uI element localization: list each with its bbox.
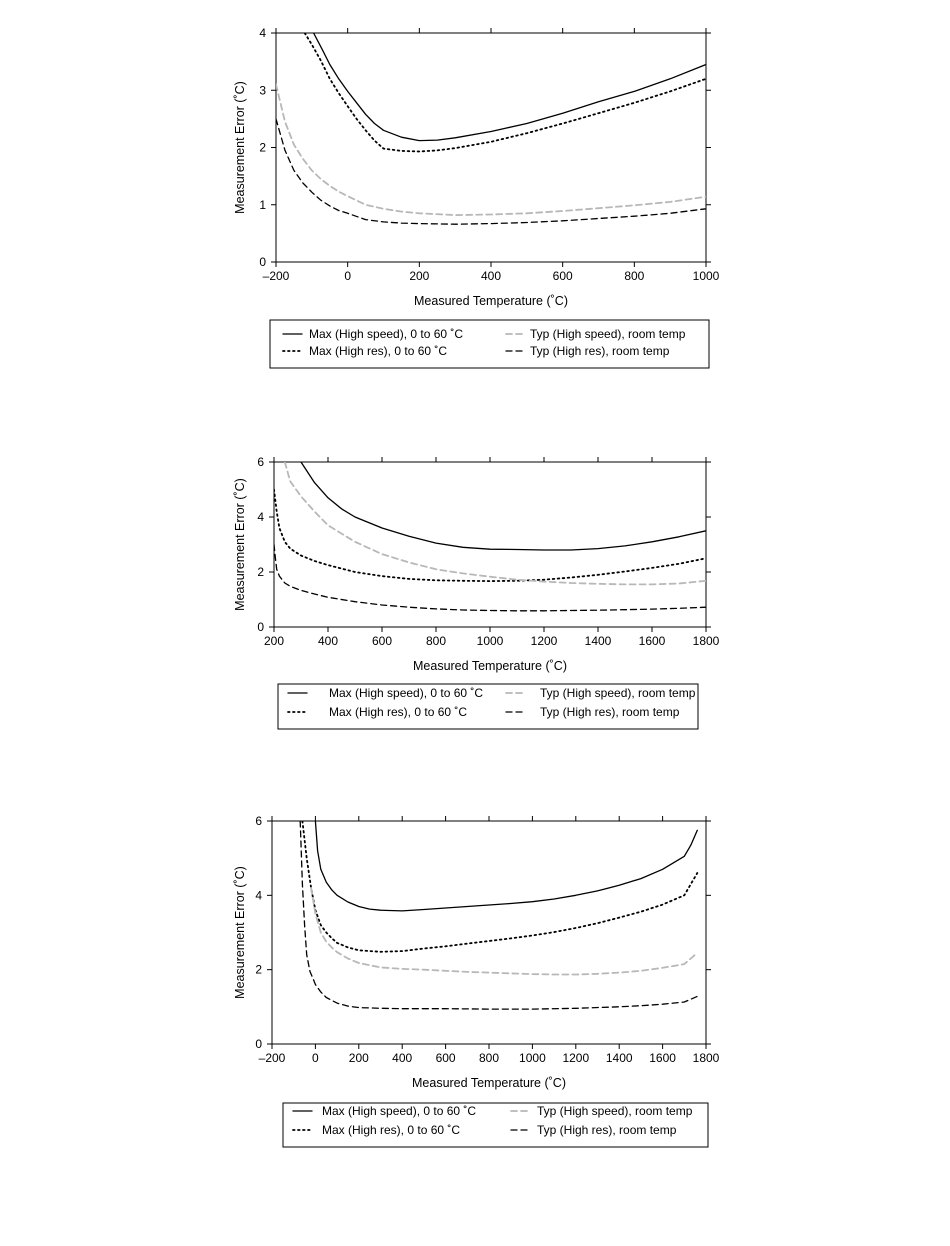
x-tick-label: 400 [318,634,338,648]
legend-label-2: Max (High res), 0 to 60 ˚C [309,344,447,358]
legend: Max (High speed), 0 to 60 ˚C Max (High re… [282,1102,709,1148]
x-axis-title: Measured Temperature (˚C) [413,659,567,673]
x-tick-label: 1600 [649,1051,676,1065]
x-tick-label: 800 [479,1051,499,1065]
x-tick-label: 200 [264,634,284,648]
y-axis-title: Measurement Error (˚C) [233,81,247,214]
plot-frame [275,32,707,263]
x-tick-label: 1400 [585,634,612,648]
series-group [299,821,699,1010]
legend-label-4: Typ (High res), room temp [540,705,680,719]
legend-label-3: Typ (High speed), room temp [540,686,696,700]
y-tick-label: 2 [259,141,266,155]
legend-box [282,1102,709,1148]
y-axis-title: Measurement Error (˚C) [233,866,247,999]
x-tick-label: –200 [263,269,290,283]
series-line-3 [310,887,699,976]
legend-label-1: Max (High speed), 0 to 60 ˚C [322,1104,476,1118]
x-tick-label: 200 [409,269,429,283]
y-tick-label: 0 [257,620,264,634]
y-tick-label: 4 [259,26,266,40]
series-line-1 [314,821,698,912]
x-tick-label: 1800 [693,634,720,648]
series-line-1 [300,462,706,551]
series-line-4 [299,821,698,1010]
legend-label-3: Typ (High speed), room temp [537,1104,693,1118]
y-tick-label: 6 [257,455,264,469]
legend-label-1: Max (High speed), 0 to 60 ˚C [309,327,463,341]
y-axis-title: Measurement Error (˚C) [233,478,247,611]
x-axis-title: Measured Temperature (˚C) [412,1076,566,1090]
x-tick-label: 200 [349,1051,369,1065]
series-line-1 [312,33,706,142]
legend-label-2: Max (High res), 0 to 60 ˚C [329,705,467,719]
x-tick-label: –200 [259,1051,286,1065]
x-tick-label: 1600 [639,634,666,648]
y-tick-label: 0 [259,255,266,269]
legend-box [269,319,710,369]
series-line-4 [276,118,706,225]
chart-2: 200 400 600 800 1000 1200 1400 1600 1800 0 2 4 6 Meas… [233,455,720,730]
y-tick-label: 6 [255,814,262,828]
series-line-2 [303,33,706,153]
x-tick-label: 600 [436,1051,456,1065]
series-line-4 [274,543,706,612]
x-tick-label: 1000 [693,269,720,283]
x-tick-label: 400 [481,269,501,283]
series-line-2 [274,488,706,582]
legend: Max (High speed), 0 to 60 ˚C Max (High re… [277,683,699,730]
legend-label-4: Typ (High res), room temp [530,344,670,358]
y-tick-label: 4 [255,888,262,902]
y-tick-label: 3 [259,83,266,97]
x-tick-label: 1400 [606,1051,633,1065]
series-line-3 [283,462,706,586]
legend-label-4: Typ (High res), room temp [537,1123,677,1137]
x-tick-label: 0 [312,1051,319,1065]
series-line-3 [276,83,706,217]
x-tick-label: 1200 [531,634,558,648]
x-tick-label: 400 [392,1051,412,1065]
legend-label-1: Max (High speed), 0 to 60 ˚C [329,686,483,700]
y-tick-label: 1 [259,198,266,212]
y-tick-label: 2 [257,565,264,579]
x-tick-label: 1000 [477,634,504,648]
x-tick-label: 800 [624,269,644,283]
legend-label-2: Max (High res), 0 to 60 ˚C [322,1123,460,1137]
x-tick-label: 0 [344,269,351,283]
x-tick-label: 600 [553,269,573,283]
legend-label-3: Typ (High speed), room temp [530,327,686,341]
chart-3: –200 0 200 400 600 800 1000 1200 1400 1600 1800024… [233,814,720,1148]
y-tick-label: 0 [255,1037,262,1051]
series-group [274,462,706,612]
plot-frame [271,820,707,1045]
legend-box [277,683,699,730]
x-tick-label: 1200 [562,1051,589,1065]
series-line-2 [301,821,699,953]
x-tick-label: 600 [372,634,392,648]
x-tick-label: 1000 [519,1051,546,1065]
x-axis-title: Measured Temperature (˚C) [414,294,568,308]
x-tick-label: 1800 [693,1051,720,1065]
legend: Max (High speed), 0 to 60 ˚C Max (High re… [269,319,710,369]
x-tick-label: 800 [426,634,446,648]
series-group [276,33,706,225]
y-tick-label: 4 [257,510,264,524]
y-tick-label: 2 [255,963,262,977]
plot-frame [273,461,707,628]
